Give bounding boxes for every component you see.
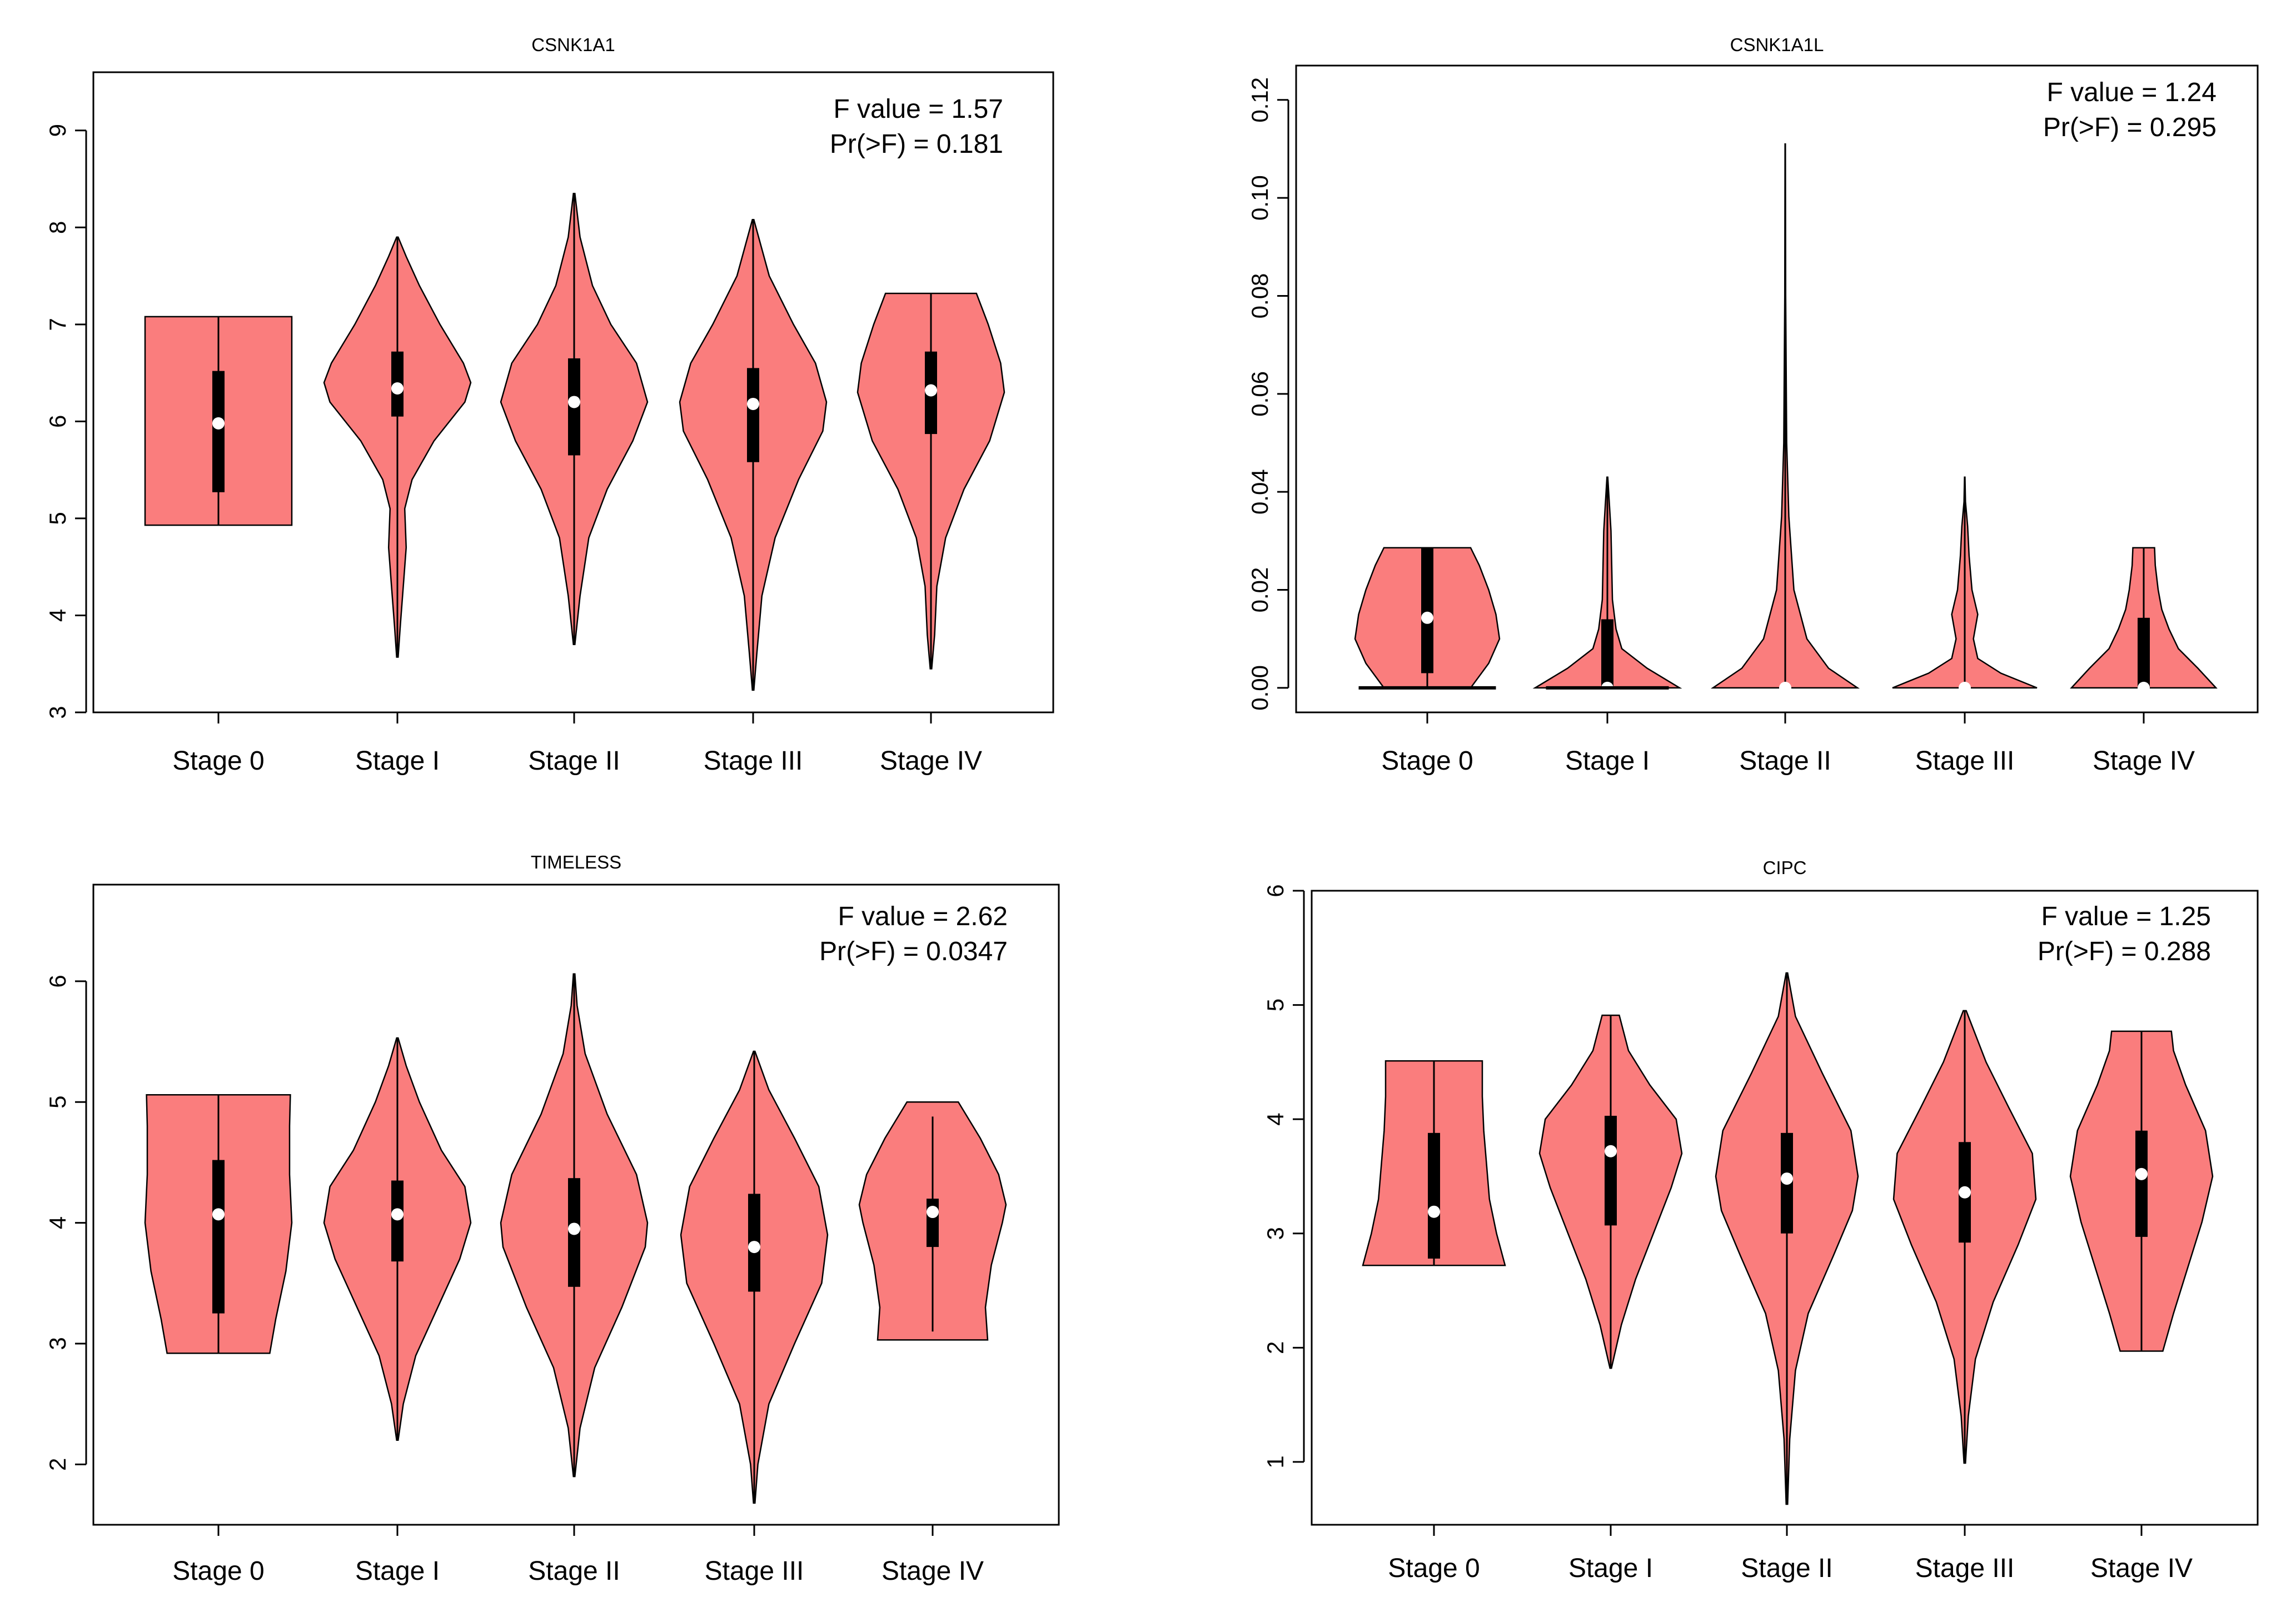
- median-point: [391, 1208, 404, 1221]
- median-point: [568, 1222, 580, 1235]
- x-tick-label: Stage III: [1915, 746, 2015, 776]
- x-tick-label: Stage 0: [1381, 746, 1473, 776]
- median-point: [212, 417, 225, 430]
- iqr-box: [391, 1180, 404, 1262]
- y-tick-label: 0.06: [1247, 371, 1273, 417]
- y-tick-label: 6: [44, 975, 71, 987]
- iqr-box: [1601, 619, 1613, 688]
- x-tick-label: Stage 0: [1388, 1554, 1480, 1583]
- x-tick-label: Stage 0: [172, 746, 264, 776]
- y-tick-label: 7: [44, 318, 71, 331]
- y-tick-label: 0.04: [1247, 469, 1273, 515]
- median-point: [212, 1208, 225, 1221]
- iqr-box: [1428, 1132, 1440, 1259]
- x-tick-label: Stage IV: [880, 746, 982, 776]
- x-tick-label: Stage II: [1739, 746, 1831, 776]
- median-point: [1421, 611, 1433, 624]
- x-tick-label: Stage IV: [881, 1556, 984, 1586]
- panel-title: CSNK1A1L: [1730, 34, 1824, 55]
- median-point: [925, 384, 937, 397]
- iqr-box: [1605, 1116, 1617, 1226]
- y-tick-label: 6: [44, 415, 71, 428]
- y-tick-label: 4: [44, 1216, 71, 1229]
- x-tick-label: Stage IV: [2090, 1554, 2193, 1583]
- median-point: [1959, 681, 1971, 694]
- panel-csnk1a1l: CSNK1A1L 0.00 0.02 0.04 0.06 0.08 0.10 0.12 Stag…: [1247, 34, 2259, 776]
- median-point: [1779, 681, 1791, 694]
- y-tick-label: 3: [44, 706, 71, 718]
- x-tick-label: Stage III: [704, 746, 803, 776]
- panel-title: CSNK1A1: [531, 34, 615, 55]
- x-tick-label: Stage IV: [2093, 746, 2195, 776]
- x-tick-label: Stage I: [355, 746, 440, 776]
- median-point: [1605, 1145, 1617, 1157]
- panel-title: TIMELESS: [531, 852, 621, 872]
- y-tick-label: 6: [1262, 884, 1288, 897]
- x-tick-label: Stage I: [355, 1556, 440, 1586]
- y-tick-label: 9: [44, 124, 71, 137]
- x-tick-label: Stage II: [528, 1556, 620, 1586]
- y-tick-label: 4: [44, 609, 71, 622]
- x-tick-label: Stage I: [1568, 1554, 1653, 1583]
- y-tick-label: 3: [44, 1337, 71, 1350]
- f-value-label: F value = 1.24: [2046, 78, 2217, 107]
- y-tick-label: 0.10: [1247, 175, 1273, 221]
- y-tick-label: 3: [1262, 1227, 1288, 1240]
- p-value-label: Pr(>F) = 0.0347: [819, 937, 1008, 966]
- median-point: [747, 397, 759, 410]
- median-point: [748, 1241, 760, 1254]
- x-tick-label: Stage III: [1915, 1554, 2015, 1583]
- x-tick-label: Stage II: [528, 746, 620, 776]
- median-point: [927, 1206, 939, 1219]
- median-point: [391, 382, 404, 395]
- y-tick-label: 4: [1262, 1112, 1288, 1125]
- median-point: [2135, 1167, 2148, 1180]
- f-value-label: F value = 1.25: [2041, 902, 2211, 931]
- median-point: [1959, 1186, 1971, 1199]
- f-value-label: F value = 1.57: [833, 94, 1003, 124]
- y-tick-label: 2: [1262, 1341, 1288, 1354]
- x-tick-label: Stage III: [705, 1556, 804, 1586]
- y-tick-label: 0.08: [1247, 273, 1273, 319]
- y-tick-label: 0.12: [1247, 77, 1273, 123]
- iqr-box: [212, 371, 225, 492]
- panel-timeless: TIMELESS 2 3 4 5 6 Stage 0 Stage I Stage II Stage…: [44, 852, 1060, 1586]
- panel-csnk1a1: CSNK1A1 3 4 5 6 7 8 9 Stage 0 Stage I Stage II Stag…: [44, 34, 1054, 776]
- panel-cipc: CIPC 1 2 3 4 5 6 Stage 0 Stage I Stage II Stage II…: [1262, 857, 2259, 1583]
- panel-title: CIPC: [1763, 857, 1807, 878]
- iqr-box: [212, 1160, 225, 1314]
- median-point: [2138, 681, 2150, 694]
- f-value-label: F value = 2.62: [838, 902, 1008, 931]
- iqr-box: [1421, 547, 1433, 673]
- y-tick-label: 2: [44, 1458, 71, 1471]
- median-point: [568, 396, 580, 408]
- x-tick-label: Stage I: [1565, 746, 1650, 776]
- x-tick-label: Stage II: [1741, 1554, 1832, 1583]
- y-tick-label: 0.02: [1247, 567, 1273, 613]
- y-tick-label: 0.00: [1247, 665, 1273, 711]
- y-tick-label: 5: [1262, 999, 1288, 1011]
- p-value-label: Pr(>F) = 0.288: [2038, 937, 2211, 966]
- y-tick-label: 5: [44, 512, 71, 525]
- iqr-box: [2138, 617, 2150, 688]
- p-value-label: Pr(>F) = 0.295: [2043, 113, 2217, 142]
- iqr-box: [747, 368, 759, 462]
- iqr-box: [2135, 1130, 2148, 1237]
- y-tick-label: 5: [44, 1096, 71, 1109]
- median-point: [1428, 1205, 1440, 1218]
- y-tick-label: 8: [44, 221, 71, 234]
- median-point: [1781, 1172, 1793, 1185]
- x-tick-label: Stage 0: [172, 1556, 264, 1586]
- p-value-label: Pr(>F) = 0.181: [830, 129, 1003, 159]
- y-tick-label: 1: [1262, 1455, 1288, 1468]
